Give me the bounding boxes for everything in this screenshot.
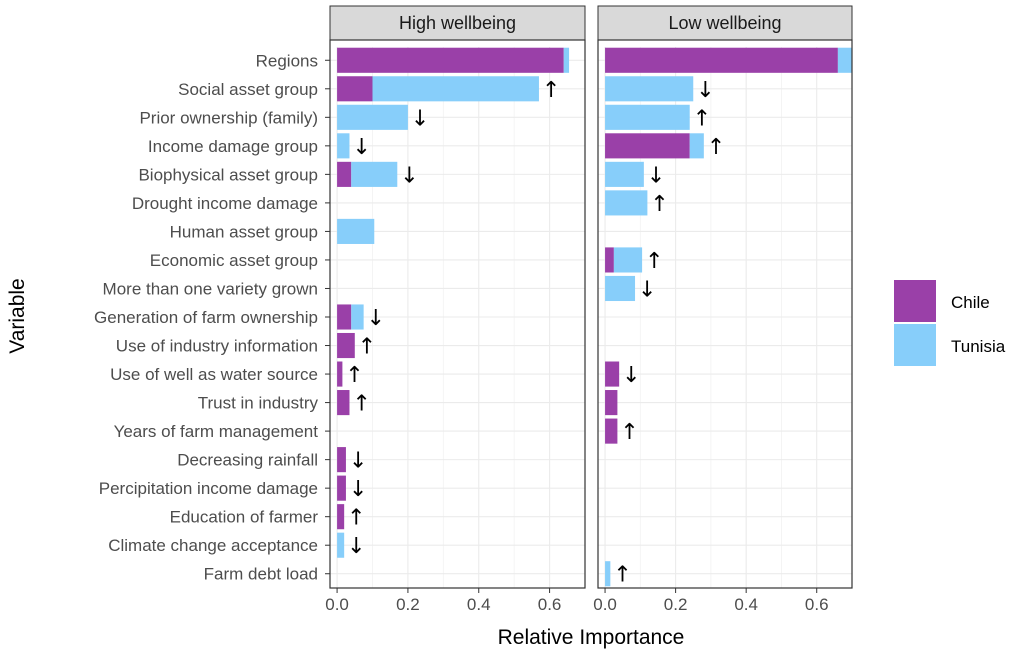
facet-strip (329, 5, 586, 41)
x-axis-title: Relative Importance (498, 626, 685, 649)
bar-tunisia (337, 532, 345, 558)
direction-arrow: ↓ (400, 163, 418, 188)
bar-chile (337, 76, 373, 102)
direction-arrow: ↑ (352, 392, 370, 417)
bar-tunisia (605, 190, 648, 216)
bar-tunisia (563, 47, 570, 73)
bar-tunisia (605, 275, 636, 302)
direction-arrow: ↑ (542, 78, 560, 103)
x-tick-label: 0.0 (325, 595, 349, 614)
bar-tunisia (689, 133, 704, 159)
panel-high-wellbeing: High wellbeing ↑ ↓ ↓ ↓ ↓ ↑ ↑ ↑ ↓ ↓ ↑ ↓ 0.0 0.2 0.4 0.6 (325, 5, 586, 614)
bar-chile (337, 504, 345, 530)
direction-arrow: ↑ (345, 363, 363, 388)
direction-arrow: ↓ (349, 449, 367, 474)
panel-low-wellbeing: Low wellbeing ↓ ↑ ↑ ↓ ↑ ↑ ↓ ↓ ↑ ↑ 0.0 0.2 0.4 0.6 (593, 5, 853, 614)
y-axis: Regions Social asset group Prior ownership… (94, 51, 330, 584)
bar-chile (605, 133, 690, 159)
bar-chile (605, 47, 838, 73)
direction-arrow: ↓ (647, 163, 665, 188)
y-tick-label: Farm debt load (204, 565, 318, 584)
y-tick-label: Drought income damage (132, 194, 318, 213)
bar-tunisia (605, 161, 644, 187)
direction-arrow: ↓ (352, 135, 370, 160)
direction-arrow: ↑ (693, 106, 711, 131)
y-tick-label: Economic asset group (150, 251, 318, 270)
bar-chile (605, 247, 614, 273)
y-tick-label: Percipitation income damage (99, 479, 318, 498)
bar-chile (337, 390, 350, 416)
bar-tunisia (337, 133, 350, 159)
bar-chile (605, 361, 620, 387)
y-tick-label: Education of farmer (170, 508, 319, 527)
x-tick-label: 0.4 (734, 595, 758, 614)
panel-border (329, 39, 586, 589)
direction-arrow: ↑ (358, 335, 376, 360)
legend: Chile Tunisia (894, 280, 1006, 366)
y-tick-label: More than one variety grown (103, 279, 318, 298)
bar-chile (337, 304, 352, 330)
y-tick-label: Biophysical asset group (138, 165, 318, 184)
bar-chile (337, 447, 346, 473)
direction-arrow: ↑ (620, 420, 638, 445)
bar-tunisia (337, 104, 408, 130)
y-tick-label: Human asset group (170, 222, 318, 241)
direction-arrow: ↓ (347, 534, 365, 559)
bar-tunisia (605, 104, 690, 130)
bar-chile (337, 161, 352, 187)
y-tick-label: Social asset group (178, 80, 318, 99)
direction-arrow: ↓ (638, 277, 656, 302)
bar-tunisia (837, 47, 852, 73)
y-tick-label: Trust in industry (198, 394, 319, 413)
facet-strip (597, 5, 853, 41)
x-tick-label: 0.2 (664, 595, 688, 614)
direction-arrow: ↓ (349, 477, 367, 502)
bar-tunisia (605, 76, 694, 102)
legend-swatch-chile (894, 280, 936, 322)
bar-chile (337, 47, 564, 73)
x-tick-label: 0.6 (538, 595, 562, 614)
facet-title: Low wellbeing (668, 13, 781, 33)
legend-swatch-tunisia (894, 324, 936, 366)
bar-tunisia (351, 304, 364, 330)
y-tick-label: Climate change acceptance (108, 536, 318, 555)
y-tick-label: Prior ownership (family) (139, 108, 318, 127)
x-tick-label: 0.4 (467, 595, 491, 614)
direction-arrow: ↑ (645, 249, 663, 274)
legend-label-tunisia: Tunisia (951, 337, 1006, 356)
bar-chile (337, 332, 355, 359)
y-tick-label: Regions (256, 51, 318, 70)
bar-tunisia (337, 218, 375, 244)
direction-arrow: ↓ (696, 78, 714, 103)
direction-arrow: ↓ (367, 306, 385, 331)
direction-arrow: ↑ (650, 192, 668, 217)
legend-label-chile: Chile (951, 293, 990, 312)
direction-arrow: ↑ (707, 135, 725, 160)
y-tick-label: Decreasing rainfall (177, 451, 318, 470)
bar-chile (337, 361, 343, 387)
bar-tunisia (613, 247, 643, 273)
y-tick-label: Generation of farm ownership (94, 308, 318, 327)
bar-tunisia (351, 161, 398, 187)
bar-chile (605, 418, 618, 444)
x-tick-label: 0.0 (593, 595, 617, 614)
direction-arrow: ↑ (347, 506, 365, 531)
facet-title: High wellbeing (399, 13, 516, 33)
bar-chile (605, 390, 618, 416)
y-tick-label: Use of well as water source (110, 365, 318, 384)
y-axis-title: Variable (6, 278, 29, 354)
bar-tunisia (372, 76, 539, 102)
panel-border (597, 39, 853, 589)
direction-arrow: ↑ (613, 563, 631, 588)
y-tick-label: Income damage group (148, 137, 318, 156)
x-tick-label: 0.6 (805, 595, 829, 614)
y-tick-label: Years of farm management (114, 422, 319, 441)
y-tick-label: Use of industry information (116, 337, 318, 356)
direction-arrow: ↓ (411, 106, 429, 131)
bar-chile (337, 475, 346, 501)
direction-arrow: ↓ (622, 363, 640, 388)
x-tick-label: 0.2 (396, 595, 420, 614)
bar-tunisia (605, 561, 611, 587)
